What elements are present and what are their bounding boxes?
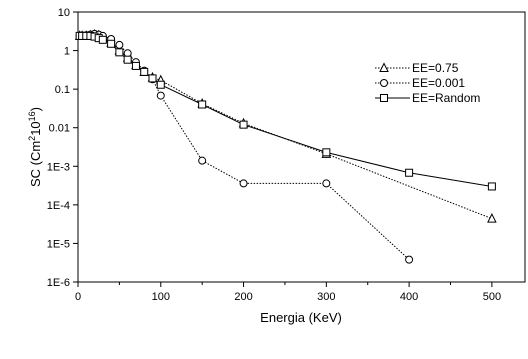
data-point-square (123, 55, 132, 64)
data-point-square (107, 39, 116, 48)
y-tick-label: 1E-5 (47, 238, 70, 250)
data-point-square (198, 100, 207, 109)
data-point-triangle (487, 212, 497, 223)
x-axis-title: Energia (KeV) (260, 310, 342, 325)
data-point-circle (239, 179, 248, 188)
x-tick-label: 400 (400, 291, 418, 303)
series-square (75, 31, 496, 191)
y-tick-label: 0.01 (49, 123, 70, 135)
legend-item: EE=0.75 (375, 61, 459, 75)
data-point-square (487, 182, 496, 191)
legend-item: EE=Random (375, 91, 480, 105)
legend-marker-circle (380, 79, 388, 87)
legend-label: EE=0.001 (412, 76, 465, 90)
x-tick-label: 100 (152, 291, 170, 303)
y-axis-title-sup2: 16 (27, 111, 37, 121)
legend-marker-triangle (379, 62, 389, 72)
series-triangle (74, 28, 497, 223)
y-axis-title: SC (Cm21016) (27, 107, 43, 187)
data-point-square (98, 35, 107, 44)
data-point-circle (156, 91, 165, 100)
series-line (79, 33, 410, 261)
x-tick-label: 0 (75, 291, 81, 303)
plot-frame (77, 11, 526, 283)
x-tick-label: 200 (234, 291, 252, 303)
data-point-circle (405, 255, 414, 264)
legend-marker-square (380, 94, 388, 102)
data-point-square (140, 67, 149, 76)
data-point-circle (322, 179, 331, 188)
x-tick-label: 500 (483, 291, 501, 303)
y-axis-title-sup: 2 (27, 136, 37, 141)
series-line (79, 35, 492, 187)
y-tick-label: 10 (58, 7, 70, 19)
legend-item: EE=0.001 (375, 76, 465, 90)
y-tick-label: 1 (64, 46, 70, 58)
data-point-square (115, 48, 124, 57)
data-point-square (131, 61, 140, 70)
y-tick-label: 1E-6 (47, 277, 70, 289)
axis-ticks: 0 100 200 300 400 500 1E-6 1E-5 1E-4 1E-3 0.01 0.1 1… (47, 7, 501, 303)
data-point-square (405, 168, 414, 177)
y-tick-label: 1E-4 (47, 200, 70, 212)
y-axis-title-mid: 10 (28, 121, 43, 135)
legend-label: EE=Random (412, 91, 480, 105)
y-axis-title-end: ) (28, 107, 43, 111)
data-point-square (156, 80, 165, 89)
x-tick-label: 300 (317, 291, 335, 303)
y-tick-label: 0.1 (55, 84, 70, 96)
data-point-square (239, 120, 248, 129)
plot-area: 0 100 200 300 400 500 1E-6 1E-5 1E-4 1E-3 0.01 0.1 1… (47, 7, 526, 303)
data-point-square (322, 148, 331, 157)
data-point-circle (198, 156, 207, 165)
y-axis-title-main: SC (Cm (28, 141, 43, 187)
series-circle (75, 29, 414, 264)
series-layer (74, 28, 497, 264)
data-point-square (148, 74, 157, 83)
y-tick-label: 1E-3 (47, 161, 70, 173)
data-point-circle (115, 40, 124, 49)
legend-label: EE=0.75 (412, 61, 459, 75)
